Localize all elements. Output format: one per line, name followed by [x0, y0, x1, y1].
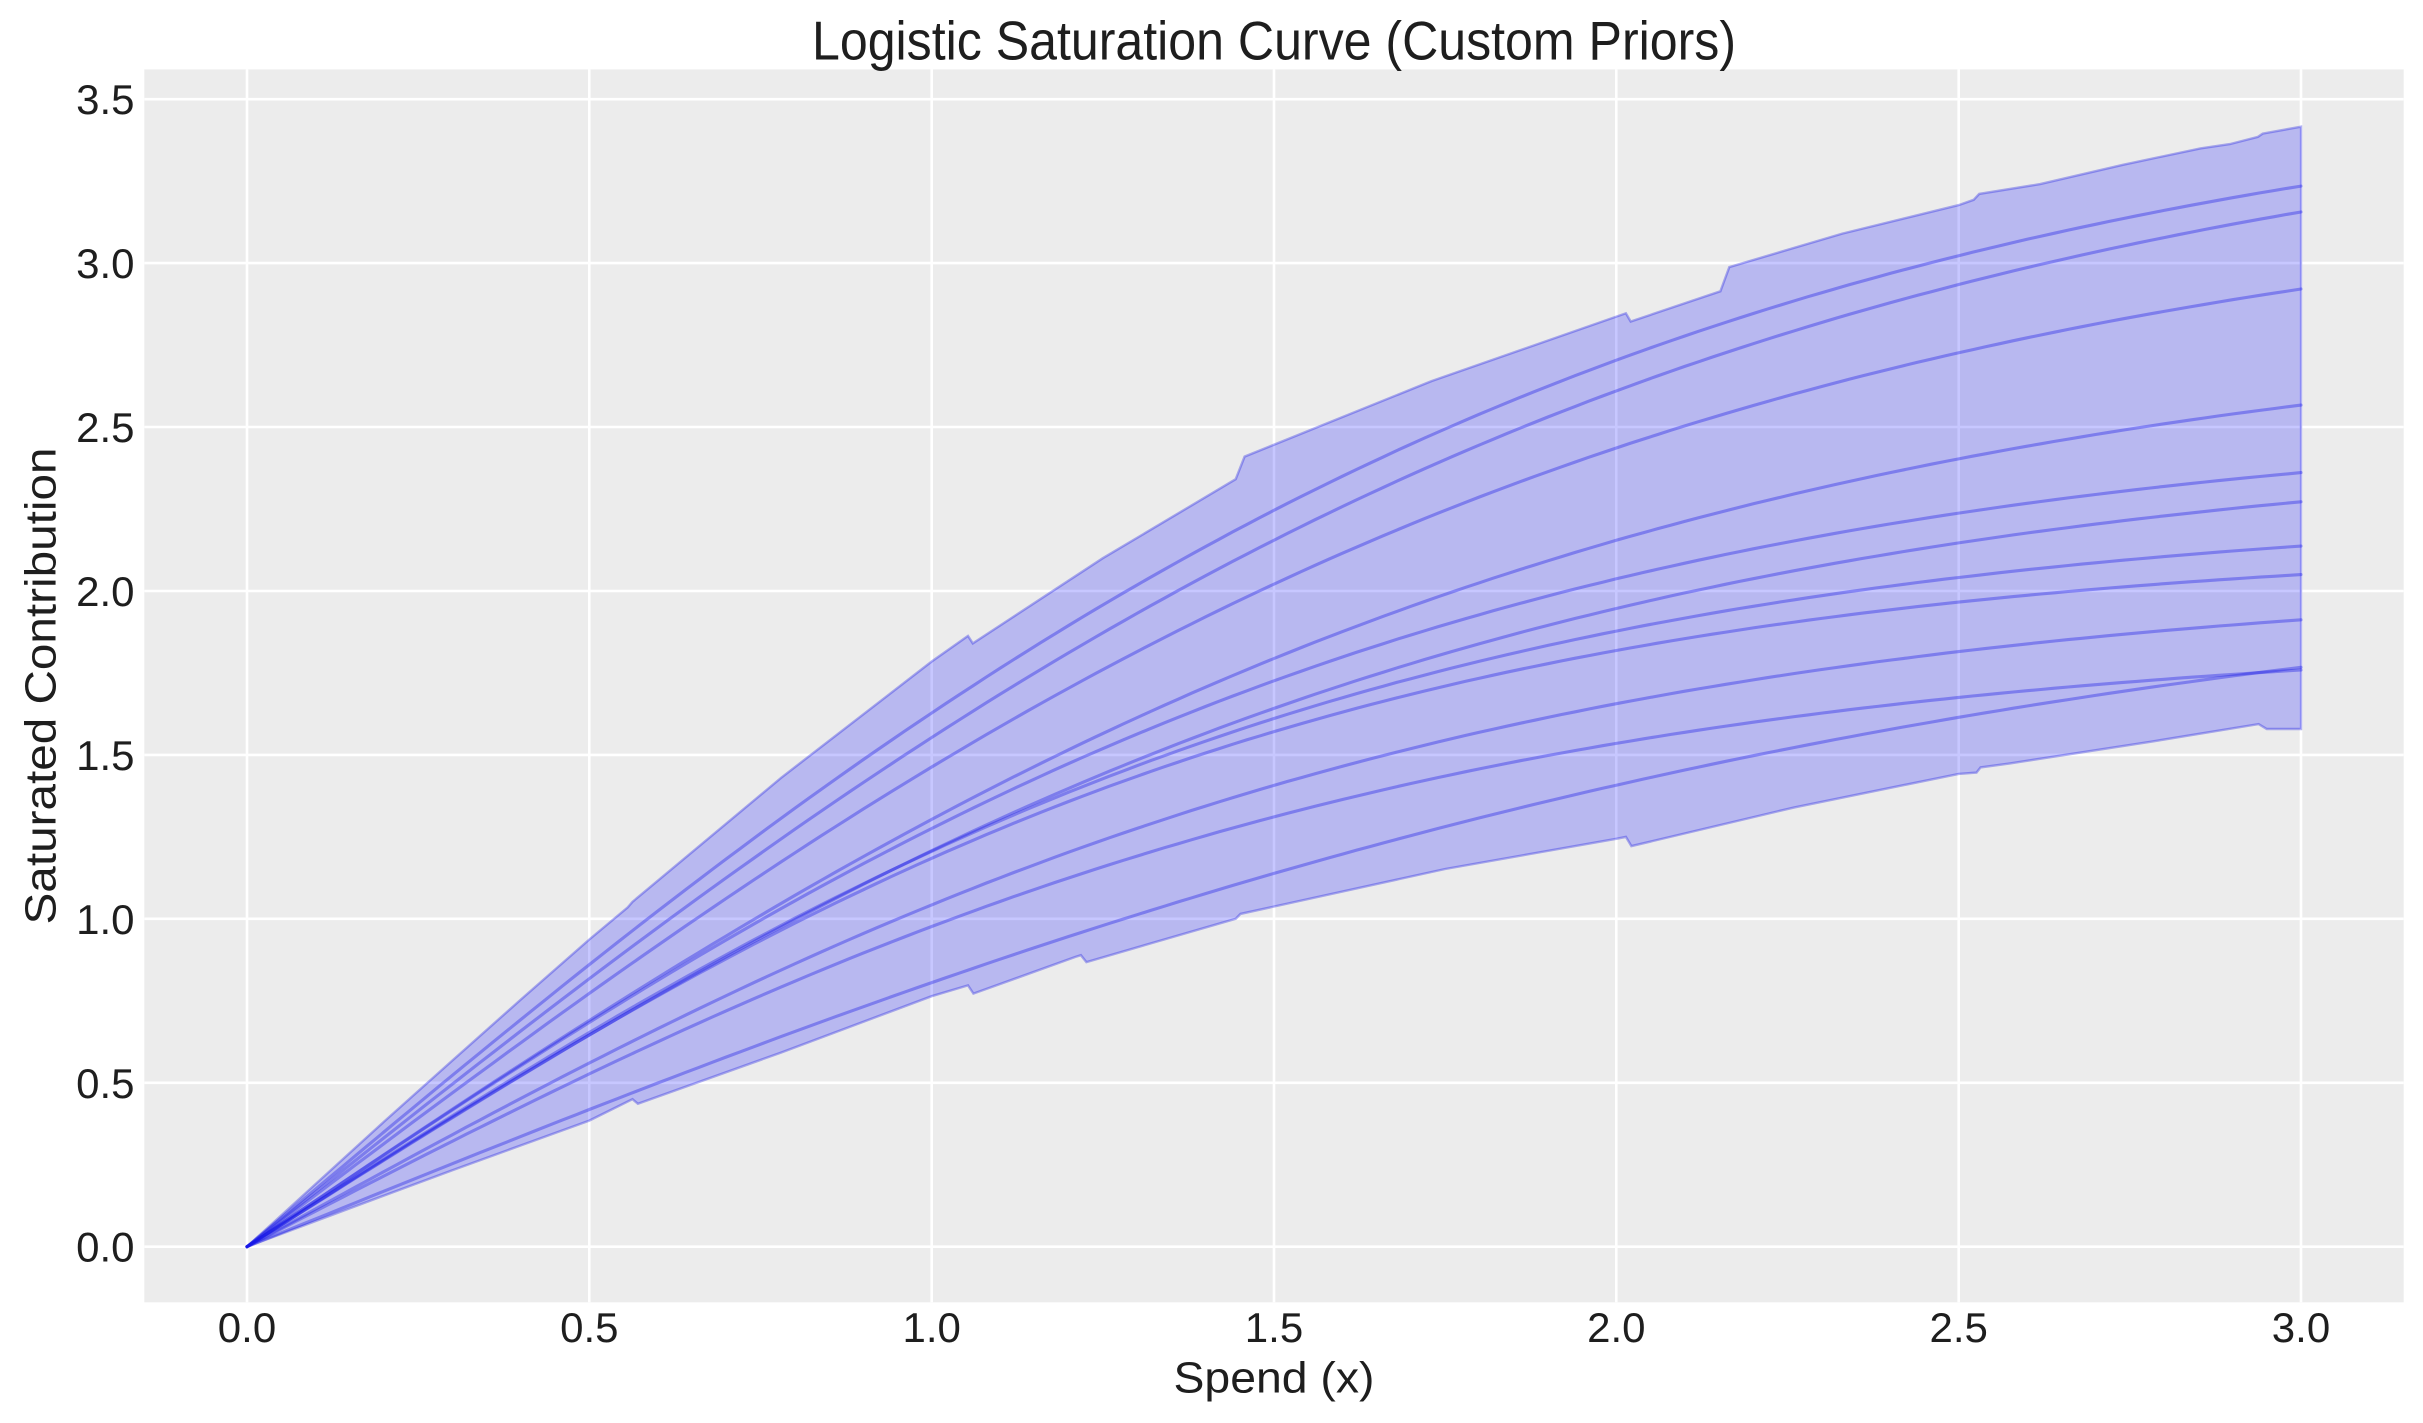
svg-text:0.0: 0.0: [218, 1304, 276, 1351]
svg-text:0.0: 0.0: [76, 1224, 134, 1271]
svg-text:Saturated Contribution: Saturated Contribution: [17, 448, 66, 925]
svg-text:1.5: 1.5: [1245, 1304, 1303, 1351]
svg-text:1.0: 1.0: [903, 1304, 961, 1351]
svg-text:3.5: 3.5: [76, 76, 134, 123]
svg-text:0.5: 0.5: [76, 1060, 134, 1107]
svg-text:3.0: 3.0: [2272, 1304, 2330, 1351]
svg-text:3.0: 3.0: [76, 240, 134, 287]
svg-text:2.5: 2.5: [1930, 1304, 1988, 1351]
svg-text:Logistic Saturation Curve (Cus: Logistic Saturation Curve (Custom Priors…: [812, 10, 1736, 72]
svg-text:1.5: 1.5: [76, 732, 134, 779]
svg-text:Spend (x): Spend (x): [1174, 1353, 1375, 1402]
svg-text:2.0: 2.0: [1587, 1304, 1645, 1351]
svg-text:2.5: 2.5: [76, 404, 134, 451]
svg-text:0.5: 0.5: [560, 1304, 618, 1351]
svg-text:2.0: 2.0: [76, 568, 134, 615]
svg-text:1.0: 1.0: [76, 896, 134, 943]
